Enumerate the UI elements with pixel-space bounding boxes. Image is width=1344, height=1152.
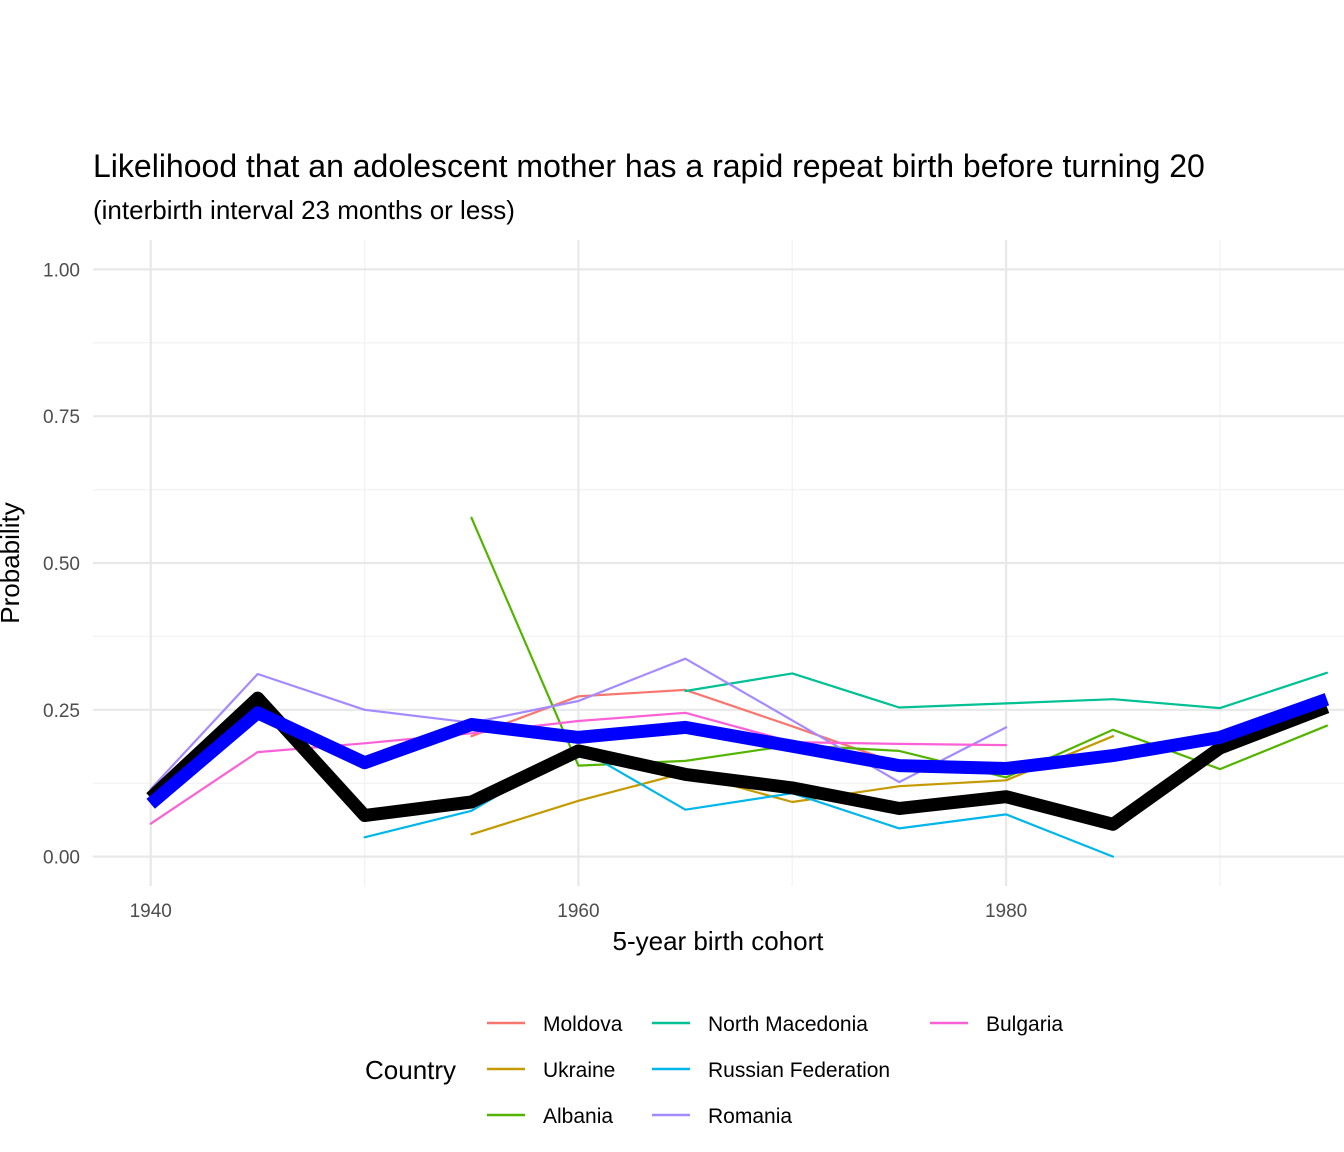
legend-label-albania: Albania [543,1105,613,1128]
y-tick-label: 1.00 [43,260,80,281]
y-tick-label: 0.25 [43,701,80,722]
legend-label-russian-federation: Russian Federation [708,1059,890,1082]
series-line-bulgaria [149,711,1008,825]
axis-ticks: 0.00 0.25 0.50 0.75 1.00 1940 1960 1980 [43,260,1027,922]
legend-label-bulgaria: Bulgaria [986,1013,1063,1036]
legend-label-ukraine: Ukraine [543,1059,615,1082]
grid-lines [93,240,1344,886]
legend-label-romania: Romania [708,1105,792,1128]
chart-title: Likelihood that an adolescent mother has… [93,148,1205,184]
x-tick-label: 1940 [130,901,172,922]
legend: Country Moldova Ukraine Albania North Maced… [365,1013,1063,1128]
x-tick-label: 1980 [985,901,1027,922]
legend-label-moldova: Moldova [543,1013,623,1036]
x-axis-title: 5-year birth cohort [613,926,825,956]
chart-subtitle: (interbirth interval 23 months or less) [93,195,515,225]
y-axis-title: Probability [0,502,25,623]
y-tick-label: 0.00 [43,848,80,869]
x-tick-label: 1960 [557,901,599,922]
data-series [146,516,1330,858]
series-line-ukraine [470,735,1115,836]
y-tick-label: 0.50 [43,554,80,575]
series-line-overall-black [146,691,1330,831]
legend-title: Country [365,1055,456,1085]
series-line-average-blue [146,693,1330,809]
series-line-north-macedonia [684,671,1329,710]
y-tick-label: 0.75 [43,407,80,428]
legend-label-north-macedonia: North Macedonia [708,1013,868,1036]
